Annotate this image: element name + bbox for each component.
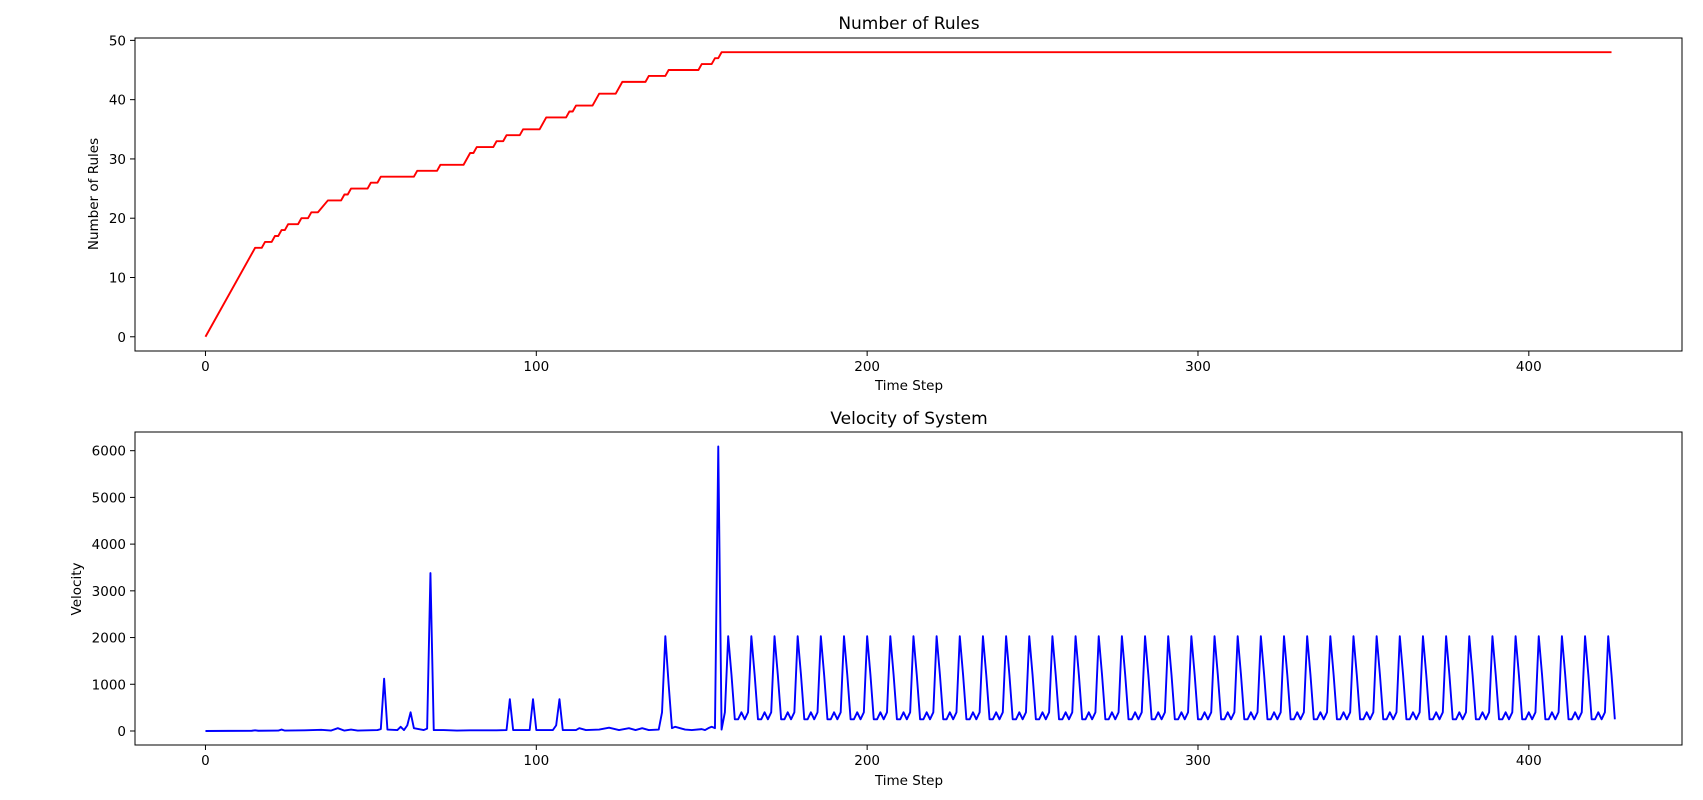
velocity-chart-xlabel: Time Step <box>874 773 943 789</box>
velocity-series-line <box>205 445 1616 732</box>
rules-chart-ylabel: Number of Rules <box>86 138 102 250</box>
x-tick-label: 300 <box>1185 359 1211 375</box>
y-tick-label: 0 <box>117 724 126 740</box>
rules-chart-frame <box>134 37 1683 352</box>
velocity-chart-title: Velocity of System <box>830 409 987 429</box>
y-tick-label: 1000 <box>92 677 126 693</box>
y-tick-label: 3000 <box>92 584 126 600</box>
y-tick-label: 2000 <box>92 631 126 647</box>
y-tick-label: 4000 <box>92 537 126 553</box>
y-tick-label: 30 <box>109 152 126 168</box>
x-tick-label: 400 <box>1516 359 1542 375</box>
rules-chart-ticks: 0 100 200 300 400 0 10 20 30 40 50 <box>109 33 1542 375</box>
y-tick-label: 6000 <box>92 444 126 460</box>
rules-series-line <box>204 51 1612 338</box>
x-tick-label: 0 <box>201 753 210 769</box>
rules-chart: Number of Rules Time Step Number of Rule… <box>86 14 1683 394</box>
velocity-chart-ylabel: Velocity <box>69 563 85 616</box>
rules-chart-xlabel: Time Step <box>874 378 943 394</box>
y-tick-label: 10 <box>109 270 126 286</box>
x-tick-label: 300 <box>1185 753 1211 769</box>
y-tick-label: 50 <box>109 33 126 49</box>
x-tick-label: 200 <box>854 753 880 769</box>
rules-chart-title: Number of Rules <box>838 14 979 34</box>
velocity-chart-frame <box>134 431 1683 746</box>
y-tick-label: 5000 <box>92 490 126 506</box>
y-tick-label: 0 <box>117 330 126 346</box>
x-tick-label: 100 <box>523 753 549 769</box>
x-tick-label: 0 <box>201 359 210 375</box>
x-tick-label: 100 <box>523 359 549 375</box>
y-tick-label: 20 <box>109 211 126 227</box>
x-tick-label: 400 <box>1516 753 1542 769</box>
x-tick-label: 200 <box>854 359 880 375</box>
y-tick-label: 40 <box>109 93 126 109</box>
velocity-chart: Velocity of System Time Step Velocity 0 1… <box>69 409 1683 789</box>
